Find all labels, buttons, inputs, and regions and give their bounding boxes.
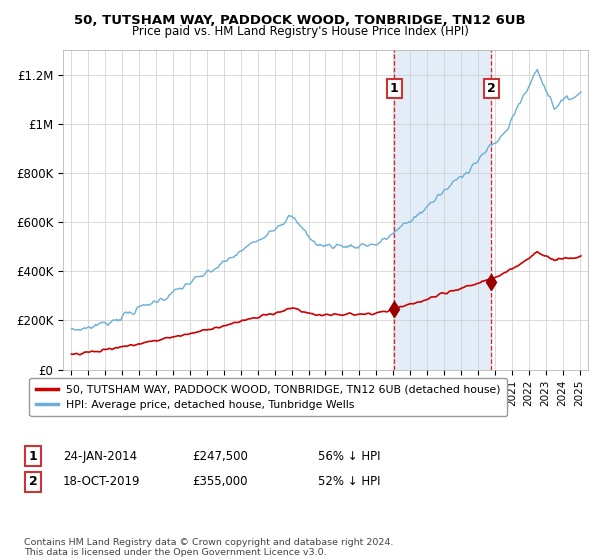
Text: 52% ↓ HPI: 52% ↓ HPI [318, 475, 380, 488]
Text: 2: 2 [29, 475, 37, 488]
Text: Price paid vs. HM Land Registry's House Price Index (HPI): Price paid vs. HM Land Registry's House … [131, 25, 469, 38]
Text: 1: 1 [390, 82, 399, 95]
Text: 24-JAN-2014: 24-JAN-2014 [63, 450, 137, 463]
Text: 1: 1 [29, 450, 37, 463]
Bar [394, 50, 491, 370]
Text: 18-OCT-2019: 18-OCT-2019 [63, 475, 140, 488]
Legend: 50, TUTSHAM WAY, PADDOCK WOOD, TONBRIDGE, TN12 6UB (detached house), HPI: Averag: 50, TUTSHAM WAY, PADDOCK WOOD, TONBRIDGE… [29, 378, 507, 416]
Text: £355,000: £355,000 [192, 475, 248, 488]
Text: 56% ↓ HPI: 56% ↓ HPI [318, 450, 380, 463]
Text: Contains HM Land Registry data © Crown copyright and database right 2024.
This d: Contains HM Land Registry data © Crown c… [24, 538, 394, 557]
Text: £247,500: £247,500 [192, 450, 248, 463]
Text: 2: 2 [487, 82, 496, 95]
Text: 50, TUTSHAM WAY, PADDOCK WOOD, TONBRIDGE, TN12 6UB: 50, TUTSHAM WAY, PADDOCK WOOD, TONBRIDGE… [74, 14, 526, 27]
